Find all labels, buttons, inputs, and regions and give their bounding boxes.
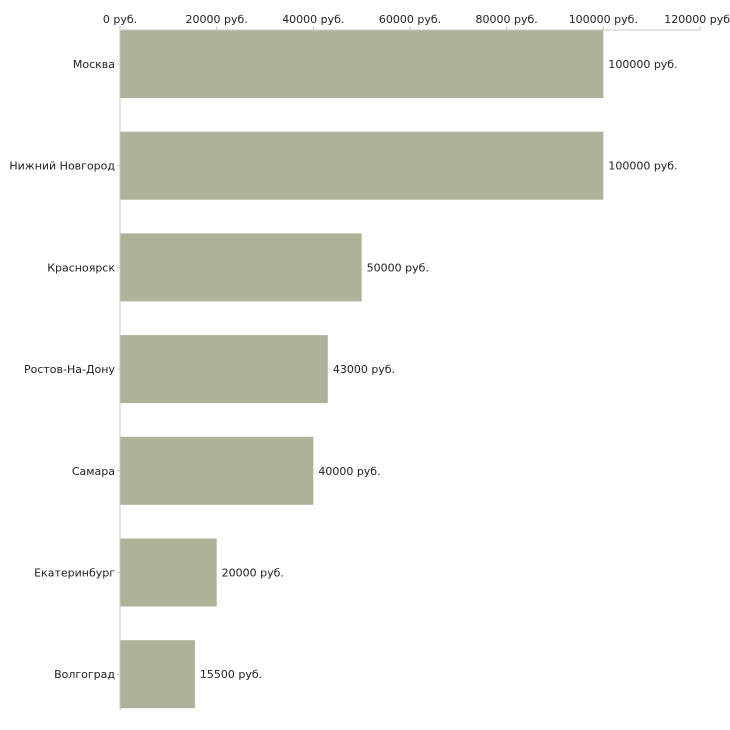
- bar: [120, 538, 217, 607]
- axis-lines: [117, 29, 700, 710]
- category-label: Москва: [73, 58, 115, 71]
- category-label: Екатеринбург: [34, 567, 115, 580]
- x-tick-label: 0 руб.: [103, 13, 137, 26]
- category-label: Самара: [72, 465, 115, 478]
- category-label: Ростов-На-Дону: [24, 363, 115, 376]
- category-label: Красноярск: [47, 261, 115, 274]
- data-label: 50000 руб.: [367, 261, 429, 274]
- category-label: Нижний Новгород: [9, 160, 115, 173]
- category-labels: Москва Нижний Новгород Красноярск Ростов-На…: [9, 58, 115, 681]
- x-tick-label: 60000 руб.: [379, 13, 441, 26]
- bar: [120, 233, 362, 302]
- bar: [120, 640, 195, 709]
- category-label: Волгоград: [54, 668, 115, 681]
- bar: [120, 131, 604, 200]
- x-tick-label: 100000 руб.: [569, 13, 638, 26]
- x-axis: 0 руб. 20000 руб. 40000 руб. 60000 руб. 8000…: [103, 13, 730, 30]
- data-label: 15500 руб.: [200, 668, 262, 681]
- data-label: 100000 руб.: [608, 58, 677, 71]
- x-tick-label: 20000 руб.: [186, 13, 248, 26]
- x-tick-label: 40000 руб.: [282, 13, 344, 26]
- x-tick-label: 120000 руб: [664, 13, 730, 26]
- value-labels: 100000 руб. 100000 руб. 50000 руб. 43000 ру…: [200, 58, 678, 681]
- bar: [120, 335, 328, 404]
- x-tick-label: 80000 руб.: [476, 13, 538, 26]
- data-label: 40000 руб.: [318, 465, 380, 478]
- bars: [120, 30, 604, 709]
- data-label: 43000 руб.: [333, 363, 395, 376]
- data-label: 100000 руб.: [608, 160, 677, 173]
- bar: [120, 30, 604, 98]
- bar: [120, 436, 314, 505]
- data-label: 20000 руб.: [222, 567, 284, 580]
